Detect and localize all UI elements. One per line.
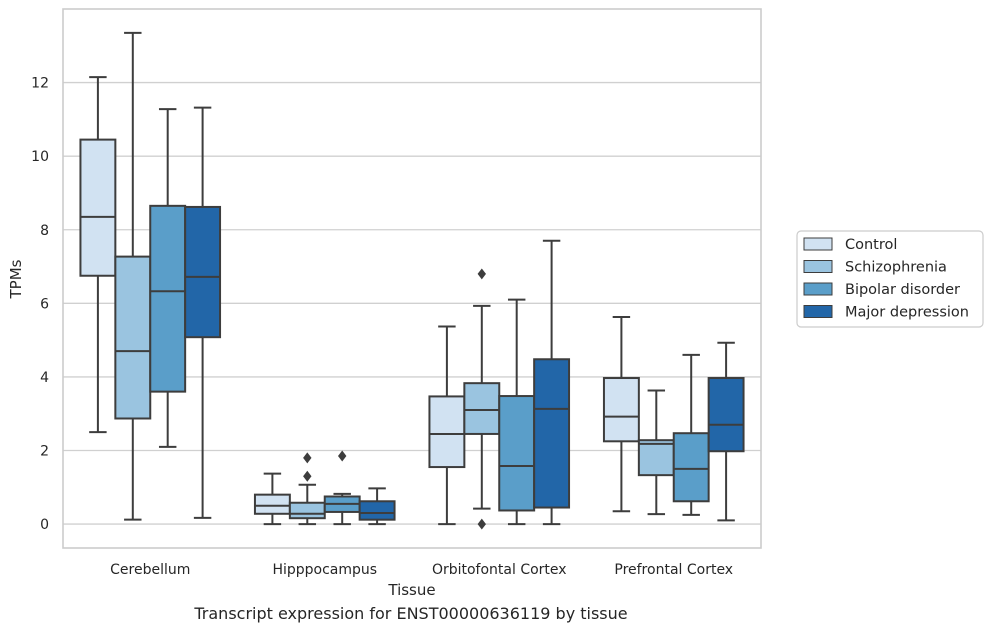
- iqr-box: [149, 204, 187, 393]
- y-tick-label: 10: [31, 149, 49, 165]
- iqr-box: [498, 395, 536, 512]
- box-3-1: [637, 389, 675, 516]
- legend-swatch: [803, 305, 833, 318]
- legend-frame: [796, 230, 984, 328]
- iqr-box: [288, 501, 326, 520]
- outlier-point: [338, 450, 347, 462]
- legend-label: Control: [845, 237, 897, 253]
- y-tick-label: 8: [40, 223, 49, 239]
- y-tick-label: 2: [40, 444, 49, 460]
- y-axis-label: TPMs: [7, 259, 25, 299]
- outlier-point: [303, 452, 312, 464]
- legend-swatch: [803, 237, 833, 251]
- legend-label: Major depression: [845, 305, 969, 321]
- box-0-0: [79, 76, 117, 434]
- iqr-box: [358, 500, 396, 521]
- box-2-0: [428, 325, 466, 526]
- outlier-point: [477, 518, 486, 530]
- box-3-0: [602, 315, 640, 513]
- chart-caption: Transcript expression for ENST0000063611…: [194, 604, 628, 623]
- iqr-box: [637, 439, 675, 477]
- box-3-3: [707, 341, 745, 522]
- x-axis-label: Tissue: [387, 581, 435, 599]
- iqr-box: [428, 395, 466, 469]
- iqr-box: [533, 358, 571, 509]
- box-1-0: [253, 472, 291, 526]
- iqr-box: [184, 205, 222, 339]
- box-groups: [79, 31, 745, 530]
- box-2-2: [498, 298, 536, 526]
- iqr-box: [602, 377, 640, 443]
- x-tick-label: Prefrontal Cortex: [614, 562, 733, 578]
- outlier-point: [303, 470, 312, 482]
- x-tick-label: Orbitofontal Cortex: [432, 562, 567, 578]
- box-1-2: [323, 450, 361, 526]
- y-axis: 0 2 4 6 8 10 12: [31, 76, 49, 534]
- outlier-point: [477, 268, 486, 280]
- box-2-3: [533, 239, 571, 526]
- iqr-box: [707, 377, 745, 453]
- legend-label: Schizophrenia: [845, 260, 947, 276]
- legend: Control Schizophrenia Bipolar disorder Majo…: [796, 230, 984, 328]
- box-0-3: [184, 106, 222, 519]
- legend-swatch: [803, 282, 833, 296]
- y-tick-label: 0: [40, 517, 49, 533]
- box-1-1: [288, 452, 326, 526]
- legend-label: Bipolar disorder: [845, 282, 960, 298]
- box-1-3: [358, 487, 396, 526]
- plot-frame: [62, 8, 762, 549]
- iqr-box: [672, 432, 710, 503]
- box-3-2: [672, 353, 710, 516]
- y-tick-label: 12: [31, 76, 49, 92]
- iqr-box: [114, 255, 152, 420]
- box-2-1: [463, 268, 501, 530]
- y-tick-label: 4: [40, 370, 49, 386]
- x-axis: Cerebellum Hipppocampus Orbitofontal Corte…: [110, 562, 733, 578]
- box-0-2: [149, 108, 187, 448]
- x-tick-label: Cerebellum: [110, 562, 190, 578]
- x-tick-label: Hipppocampus: [272, 562, 377, 578]
- box-0-1: [114, 31, 152, 521]
- iqr-box: [79, 138, 117, 277]
- legend-swatch: [803, 260, 833, 273]
- y-tick-label: 6: [40, 296, 49, 312]
- iqr-box: [463, 382, 501, 435]
- iqr-box: [253, 493, 291, 515]
